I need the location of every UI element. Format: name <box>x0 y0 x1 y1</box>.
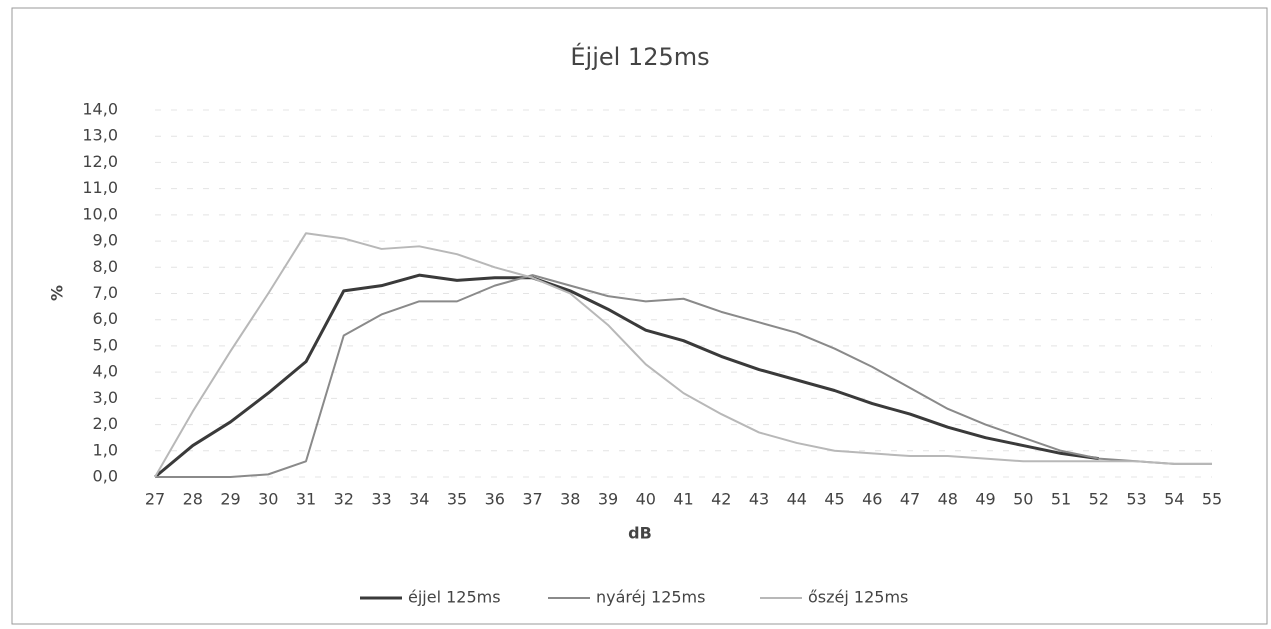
y-tick-label: 4,0 <box>93 362 118 381</box>
x-tick-label: 27 <box>145 490 165 509</box>
x-tick-label: 28 <box>183 490 203 509</box>
x-tick-label: 34 <box>409 490 429 509</box>
x-tick-label: 44 <box>787 490 807 509</box>
legend-label: őszéj 125ms <box>808 588 908 607</box>
x-tick-label: 38 <box>560 490 580 509</box>
x-tick-label: 36 <box>485 490 505 509</box>
series-line <box>154 273 1099 479</box>
x-tick-label: 45 <box>824 490 844 509</box>
y-tick-label: 5,0 <box>93 335 118 354</box>
x-tick-label: 31 <box>296 490 316 509</box>
y-tick-label: 11,0 <box>82 178 118 197</box>
x-tick-label: 51 <box>1051 490 1071 509</box>
x-tick-label: 53 <box>1126 490 1146 509</box>
y-tick-label: 10,0 <box>82 204 118 223</box>
chart-title: Éjjel 125ms <box>570 42 709 71</box>
x-tick-label: 30 <box>258 490 278 509</box>
x-tick-label: 49 <box>975 490 995 509</box>
y-tick-label: 2,0 <box>93 414 118 433</box>
y-tick-label: 8,0 <box>93 257 118 276</box>
series-line <box>155 274 1212 478</box>
y-tick-label: 7,0 <box>93 283 118 302</box>
x-tick-label: 42 <box>711 490 731 509</box>
legend-label: éjjel 125ms <box>408 588 501 607</box>
x-tick-label: 37 <box>522 490 542 509</box>
y-tick-label: 12,0 <box>82 152 118 171</box>
y-tick-label: 1,0 <box>93 440 118 459</box>
y-tick-label: 0,0 <box>93 467 118 486</box>
chart-frame <box>11 7 1268 625</box>
x-tick-label: 43 <box>749 490 769 509</box>
x-tick-label: 40 <box>636 490 656 509</box>
x-tick-label: 39 <box>598 490 618 509</box>
x-tick-label: 54 <box>1164 490 1184 509</box>
x-tick-label: 35 <box>447 490 467 509</box>
y-tick-label: 3,0 <box>93 388 118 407</box>
x-axis-label: dB <box>628 524 652 543</box>
x-tick-label: 41 <box>673 490 693 509</box>
x-tick-label: 50 <box>1013 490 1033 509</box>
y-tick-label: 13,0 <box>82 126 118 145</box>
y-tick-label: 9,0 <box>93 231 118 250</box>
x-tick-label: 33 <box>371 490 391 509</box>
y-tick-label: 14,0 <box>82 100 118 119</box>
x-tick-label: 48 <box>938 490 958 509</box>
y-tick-label: 6,0 <box>93 309 118 328</box>
x-tick-label: 32 <box>334 490 354 509</box>
series-line <box>154 232 1212 478</box>
legend-label: nyáréj 125ms <box>596 588 705 607</box>
x-tick-label: 47 <box>900 490 920 509</box>
y-axis-label: % <box>48 285 67 301</box>
x-tick-label: 52 <box>1089 490 1109 509</box>
x-tick-label: 29 <box>220 490 240 509</box>
x-tick-label: 55 <box>1202 490 1222 509</box>
x-tick-label: 46 <box>862 490 882 509</box>
